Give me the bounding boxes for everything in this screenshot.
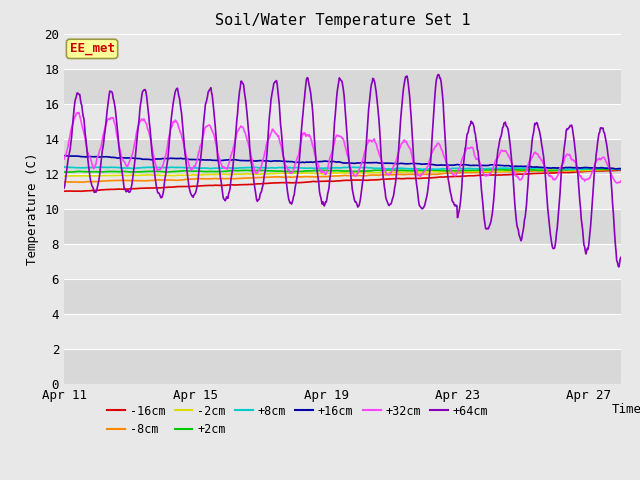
X-axis label: Time: Time (611, 403, 640, 416)
Legend: -16cm, -8cm, -2cm, +2cm, +8cm, +16cm, +32cm, +64cm: -16cm, -8cm, -2cm, +2cm, +8cm, +16cm, +3… (102, 400, 493, 441)
Bar (64, 69, 621, 104)
Bar (64, 244, 621, 279)
Bar (64, 349, 621, 384)
Bar (64, 174, 621, 209)
Bar (64, 314, 621, 349)
Title: Soil/Water Temperature Set 1: Soil/Water Temperature Set 1 (214, 13, 470, 28)
Bar (64, 209, 621, 244)
Y-axis label: Temperature (C): Temperature (C) (26, 153, 38, 265)
Bar (64, 139, 621, 174)
Bar (64, 34, 621, 69)
Bar (64, 279, 621, 314)
Bar (64, 104, 621, 139)
Text: EE_met: EE_met (70, 42, 115, 55)
